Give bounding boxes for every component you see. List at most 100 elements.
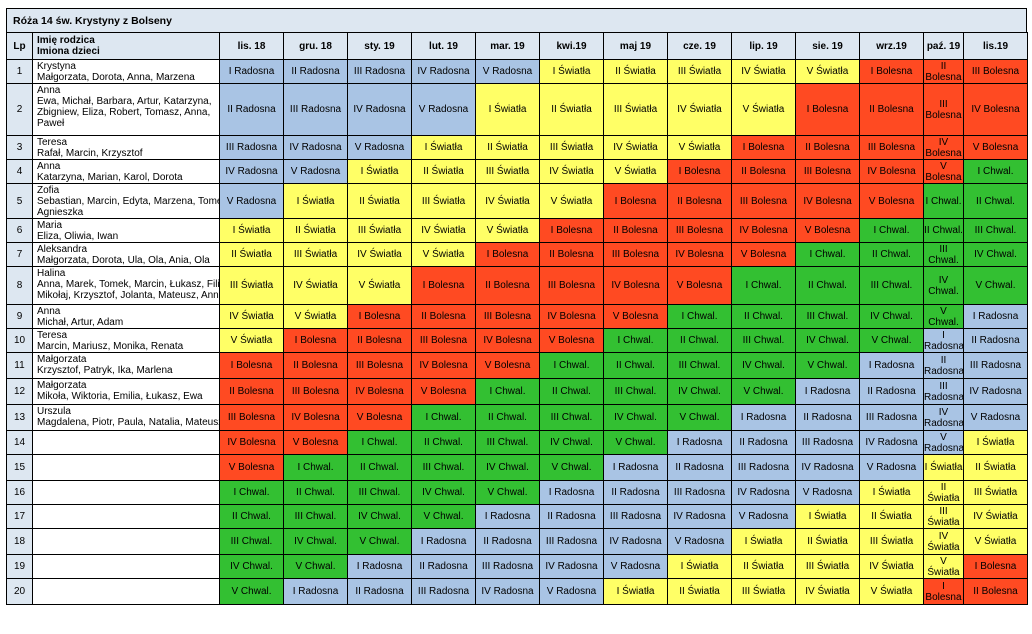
mystery-cell: V Chwal.	[667, 404, 732, 431]
mystery-cell: III Bolesna	[283, 378, 348, 405]
mystery-cell: I Chwal.	[283, 454, 348, 481]
mystery-cell: V Chwal.	[731, 378, 796, 405]
mystery-cell: III Bolesna	[603, 242, 668, 267]
name-cell: Teresa Rafał, Marcin, Krzysztof	[32, 135, 220, 160]
mystery-cell: V Radosna	[731, 504, 796, 529]
mystery-cell: IV Światła	[667, 83, 732, 136]
mystery-cell: II Bolesna	[347, 328, 412, 353]
mystery-cell: II Chwal.	[859, 242, 924, 267]
mystery-cell: III Chwal.	[219, 528, 284, 555]
mystery-cell: III Chwal.	[347, 480, 412, 505]
parent-name: Zofia	[37, 185, 60, 196]
mystery-cell: IV Światła	[283, 266, 348, 305]
mystery-cell: III Radosna	[667, 480, 732, 505]
mystery-cell: V Radosna	[347, 135, 412, 160]
mystery-cell: IV Chwal.	[347, 504, 412, 529]
mystery-cell: III Światła	[283, 242, 348, 267]
parent-name: Anna	[37, 85, 61, 96]
name-cell	[32, 554, 220, 579]
mystery-cell: IV Chwal.	[219, 554, 284, 579]
mystery-cell: V Bolesna	[283, 430, 348, 455]
row-number: 10	[6, 328, 33, 353]
mystery-cell: V Światła	[731, 83, 796, 136]
mystery-cell: I Chwal.	[731, 266, 796, 305]
mystery-cell: III Chwal.	[859, 266, 924, 305]
table-row: 10 Teresa Marcin, Mariusz, Monika, Renata V…	[6, 328, 1028, 353]
mystery-cell: III Światła	[411, 183, 476, 219]
mystery-cell: V Radosna	[859, 454, 924, 481]
mystery-cell: IV Chwal.	[283, 528, 348, 555]
mystery-cell: III Radosna	[283, 83, 348, 136]
mystery-cell: II Bolesna	[411, 304, 476, 329]
mystery-cell: IV Bolesna	[475, 328, 540, 353]
mystery-cell: V Bolesna	[539, 328, 604, 353]
table-row: 7 Aleksandra Małgorzata, Dorota, Ula, Ola,…	[6, 242, 1028, 267]
month-header: paź. 19	[923, 32, 964, 60]
children-names: Mikoła, Wiktoria, Emilia, Łukasz, Ewa	[37, 391, 203, 402]
mystery-cell: I Bolesna	[283, 328, 348, 353]
mystery-cell: IV Radosna	[731, 480, 796, 505]
row-number: 14	[6, 430, 33, 455]
mystery-cell: I Chwal.	[963, 159, 1028, 184]
mystery-cell: V Chwal.	[219, 578, 284, 605]
mystery-cell: I Radosna	[731, 404, 796, 431]
mystery-cell: III Chwal.	[539, 404, 604, 431]
children-names: Michał, Artur, Adam	[37, 317, 124, 328]
parent-name: Halina	[37, 268, 66, 279]
row-number: 18	[6, 528, 33, 555]
mystery-cell: I Radosna	[859, 352, 924, 379]
mystery-cell: IV Bolesna	[731, 218, 796, 243]
table-row: 18 III Chwal. IV Chwal. V Chwal. I Radosna II…	[6, 528, 1028, 555]
mystery-cell: III Chwal.	[731, 328, 796, 353]
name-cell	[32, 578, 220, 605]
mystery-cell: I Światła	[539, 59, 604, 84]
mystery-cell: II Światła	[283, 218, 348, 243]
mystery-cell: IV Chwal.	[859, 304, 924, 329]
mystery-cell: V Bolesna	[603, 304, 668, 329]
name-cell: Małgorzata Krzysztof, Patryk, Ika, Marlen…	[32, 352, 220, 379]
mystery-cell: I Chwal.	[859, 218, 924, 243]
mystery-cell: II Chwal.	[219, 504, 284, 529]
mystery-cell: V Radosna	[475, 59, 540, 84]
parent-name: Krystyna	[37, 61, 76, 72]
mystery-cell: II Światła	[603, 59, 668, 84]
mystery-cell: II Radosna	[347, 578, 412, 605]
month-header: sty. 19	[347, 32, 412, 60]
mystery-cell: III Bolesna	[859, 135, 924, 160]
mystery-cell: II Chwal.	[923, 218, 964, 243]
mystery-cell: I Chwal.	[795, 242, 860, 267]
mystery-cell: II Radosna	[923, 352, 964, 379]
mystery-cell: II Radosna	[475, 528, 540, 555]
month-header: lut. 19	[411, 32, 476, 60]
mystery-cell: III Chwal.	[923, 242, 964, 267]
mystery-cell: IV Radosna	[539, 554, 604, 579]
mystery-cell: I Radosna	[219, 59, 284, 84]
mystery-cell: IV Światła	[475, 183, 540, 219]
mystery-cell: IV Radosna	[475, 578, 540, 605]
mystery-cell: IV Chwal.	[923, 266, 964, 305]
row-number: 6	[6, 218, 33, 243]
mystery-cell: V Światła	[859, 578, 924, 605]
row-number: 13	[6, 404, 33, 431]
mystery-cell: II Radosna	[283, 59, 348, 84]
mystery-cell: V Bolesna	[963, 135, 1028, 160]
mystery-cell: I Bolesna	[539, 218, 604, 243]
mystery-cell: V Radosna	[219, 183, 284, 219]
mystery-cell: II Radosna	[795, 404, 860, 431]
mystery-cell: II Radosna	[667, 454, 732, 481]
mystery-cell: I Światła	[667, 554, 732, 579]
mystery-cell: IV Chwal.	[475, 454, 540, 481]
mystery-cell: III Bolesna	[411, 328, 476, 353]
mystery-cell: III Światła	[923, 504, 964, 529]
mystery-cell: III Bolesna	[219, 404, 284, 431]
mystery-cell: I Chwal.	[667, 304, 732, 329]
children-names: Magdalena, Piotr, Paula, Natalia, Mateus…	[37, 417, 220, 428]
mystery-cell: I Światła	[411, 135, 476, 160]
mystery-cell: II Radosna	[539, 504, 604, 529]
mystery-cell: II Bolesna	[923, 59, 964, 84]
mystery-cell: III Chwal.	[475, 430, 540, 455]
mystery-cell: II Radosna	[731, 430, 796, 455]
mystery-cell: IV Bolesna	[667, 242, 732, 267]
mystery-cell: IV Bolesna	[219, 430, 284, 455]
children-names: Ewa, Michał, Barbara, Artur, Katarzyna,	[37, 96, 212, 107]
